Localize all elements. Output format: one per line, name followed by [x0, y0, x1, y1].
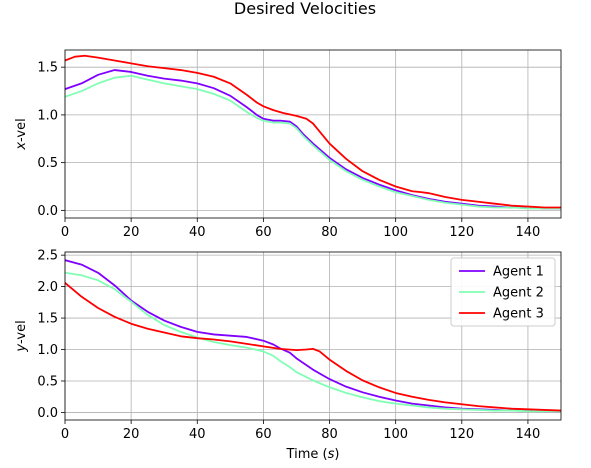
p1-x-tick-label-7: 140: [516, 427, 541, 442]
figure-title: Desired Velocities: [234, 0, 376, 18]
p1-x-tick-label-3: 60: [255, 427, 272, 442]
p1-y-tick-label-0: 0.0: [37, 406, 58, 421]
p1-legend-label-agent-1: Agent 1: [493, 265, 544, 280]
p0-series-line-agent-1: [65, 69, 561, 210]
p0-series-line-agent-3: [65, 54, 561, 209]
x-velocity-panel: 0 20 40 60 80 100 120 140 0.0 0.5 1.0 1.5 x-vel: [14, 49, 562, 240]
p0-series-group: [65, 54, 561, 210]
p1-y-tick-label-4: 2.0: [37, 280, 58, 295]
p0-x-tick-label-1: 20: [123, 225, 140, 240]
p1-y-tick-label-1: 0.5: [37, 374, 58, 389]
p0-series-line-agent-2: [65, 74, 561, 210]
p0-x-tick-label-0: 0: [61, 225, 69, 240]
p0-x-tick-label-6: 120: [449, 225, 474, 240]
p0-y-tick-label-2: 1.0: [37, 108, 58, 123]
p0-y-tick-label-0: 0.0: [37, 204, 58, 219]
p1-x-tick-label-6: 120: [449, 427, 474, 442]
p1-legend-label-agent-3: Agent 3: [493, 307, 544, 322]
p1-x-axis-label: Time (s): [286, 447, 340, 462]
p1-series-line-agent-3: [65, 282, 561, 412]
p0-y-axis-label: x-vel: [14, 118, 29, 150]
p1-series-group: [65, 259, 561, 413]
p1-legend: Agent 1 Agent 2 Agent 3: [450, 257, 556, 327]
p0-x-tick-label-5: 100: [383, 225, 408, 240]
y-velocity-panel: 0 20 40 60 80 100 120 140 0.0 0.5 1.0 1.5 2.0 2.5 y-ve…: [14, 249, 562, 462]
p0-x-tick-label-2: 40: [189, 225, 206, 240]
p1-x-tick-label-5: 100: [383, 427, 408, 442]
p1-axes-frame: [64, 251, 562, 421]
p1-x-tick-label-1: 20: [123, 427, 140, 442]
p1-x-tick-label-0: 0: [61, 427, 69, 442]
p1-y-tick-label-5: 2.5: [37, 249, 58, 264]
p1-series-line-agent-2: [65, 271, 561, 413]
p0-y-tick-label-1: 0.5: [37, 156, 58, 171]
p0-y-tick-label-3: 1.5: [37, 61, 58, 76]
p0-x-tick-label-4: 80: [321, 225, 338, 240]
p1-y-axis-label: y-vel: [14, 320, 29, 352]
p1-x-tick-label-2: 40: [189, 427, 206, 442]
p1-y-tick-label-3: 1.5: [37, 312, 58, 327]
p0-x-tick-label-7: 140: [516, 225, 541, 240]
p1-legend-box: [450, 257, 556, 327]
p0-x-tick-label-3: 60: [255, 225, 272, 240]
p1-legend-label-agent-2: Agent 2: [493, 286, 544, 301]
p0-axes-frame: [64, 49, 562, 219]
p1-x-tick-label-4: 80: [321, 427, 338, 442]
p1-y-tick-label-2: 1.0: [37, 343, 58, 358]
